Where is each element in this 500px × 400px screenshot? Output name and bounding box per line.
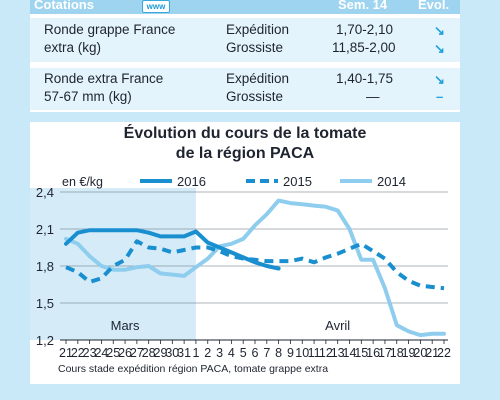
price-value: — (366, 89, 380, 104)
product-size: 57-67 mm (kg) (44, 89, 132, 104)
x-tick-label: 10 (295, 346, 309, 360)
stage-label: Grossiste (226, 89, 284, 104)
series-line-2016 (64, 228, 281, 271)
series-line-2015 (65, 239, 445, 291)
cotations-title: Cotations (34, 0, 94, 12)
y-tick-label: 2,4 (36, 185, 54, 200)
x-tick-label: 1 (192, 346, 199, 360)
table-row: Ronde grappe France extra (kg) Expéditio… (30, 18, 460, 62)
x-tick-label: 2 (204, 346, 211, 360)
x-tick-label: 30 (165, 346, 179, 360)
x-tick-label: 14 (343, 346, 357, 360)
x-tick-label: 15 (354, 346, 368, 360)
product-name: Ronde grappe France (44, 22, 176, 37)
week-header: Sem. 14 (338, 0, 388, 12)
x-tick-label: 8 (275, 346, 282, 360)
x-tick-label: 24 (94, 346, 108, 360)
x-tick-label: 11 (308, 346, 321, 360)
x-tick-label: 23 (83, 346, 97, 360)
table-row: Ronde extra France 57-67 mm (kg) Expédit… (30, 68, 460, 110)
trend-down-icon: ↘ (434, 41, 445, 56)
x-tick-label: 3 (216, 346, 223, 360)
x-tick-label: 21 (425, 346, 439, 360)
legend-label-2014: 2014 (377, 174, 406, 189)
cotations-header: Cotations www Sem. 14 Évol. (30, 0, 460, 14)
x-tick-label: 13 (331, 346, 345, 360)
x-tick-label: 26 (118, 346, 132, 360)
x-tick-label: 27 (130, 346, 144, 360)
trend-down-icon: ↘ (434, 72, 445, 87)
trend-down-icon: ↘ (434, 23, 445, 38)
stage-label: Expédition (226, 22, 290, 37)
chart-subtitle: de la région PACA (175, 145, 315, 162)
price-value: 11,85-2,00 (332, 40, 396, 55)
march-shading (30, 188, 196, 340)
unit-label: en €/kg (62, 175, 103, 189)
product-size: extra (kg) (44, 40, 102, 55)
x-tick-label: 25 (106, 346, 120, 360)
evol-header: Évol. (418, 0, 450, 12)
stage-label: Expédition (226, 71, 290, 86)
x-tick-label: 17 (378, 346, 392, 360)
price-value: 1,70-2,10 (336, 22, 394, 37)
x-tick-label: 22 (437, 346, 451, 360)
x-tick-label: 16 (366, 346, 380, 360)
y-tick-label: 1,2 (36, 333, 54, 348)
x-tick-label: 12 (319, 346, 333, 360)
y-tick-label: 1,8 (36, 259, 54, 274)
x-tick-label: 31 (177, 346, 191, 360)
trend-stable-icon: – (436, 89, 444, 104)
www-badge[interactable]: www (142, 0, 170, 13)
y-tick-label: 2,1 (36, 222, 54, 237)
x-tick-label: 28 (142, 346, 156, 360)
x-tick-label: 22 (71, 346, 85, 360)
series-line-2014 (64, 198, 446, 338)
x-tick-label: 7 (263, 346, 270, 360)
legend-label-2016: 2016 (177, 174, 206, 189)
month-label-march: Mars (111, 318, 140, 333)
x-tick-label: 20 (413, 346, 427, 360)
product-name: Ronde extra France (44, 71, 164, 86)
x-tick-label: 9 (287, 346, 294, 360)
y-tick-label: 1,5 (36, 296, 54, 311)
x-tick-label: 21 (59, 346, 73, 360)
x-tick-label: 19 (402, 346, 416, 360)
x-tick-label: 4 (228, 346, 235, 360)
chart-title: Évolution du cours de la tomate (123, 125, 367, 142)
footnote: Cours stade expédition région PACA, toma… (58, 363, 328, 375)
x-tick-label: 29 (154, 346, 168, 360)
price-value: 1,40-1,75 (336, 71, 394, 86)
month-label-april: Avril (325, 318, 350, 333)
x-tick-label: 5 (240, 346, 247, 360)
x-tick-label: 6 (252, 346, 259, 360)
x-tick-label: 18 (390, 346, 404, 360)
stage-label: Grossiste (226, 40, 284, 55)
legend-label-2015: 2015 (283, 174, 312, 189)
